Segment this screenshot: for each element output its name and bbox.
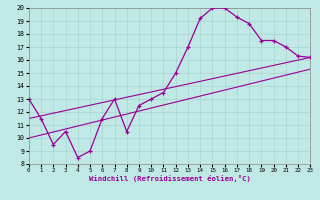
X-axis label: Windchill (Refroidissement éolien,°C): Windchill (Refroidissement éolien,°C) (89, 175, 251, 182)
